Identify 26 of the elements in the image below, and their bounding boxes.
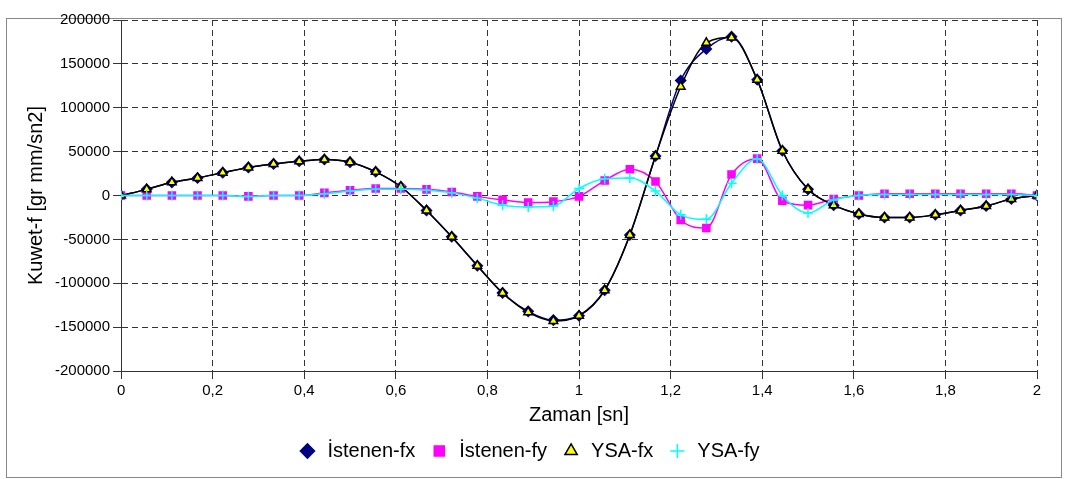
x-tick-label: 0,8 xyxy=(477,381,498,399)
legend-label: YSA-fy xyxy=(697,438,760,461)
y-tick-label: -200000 xyxy=(54,361,111,379)
x-tick-label: 0,2 xyxy=(202,381,224,399)
x-tick-label: 1,6 xyxy=(843,381,865,399)
x-tick-label: 0,4 xyxy=(293,381,315,399)
x-tick-label: 1,2 xyxy=(660,381,682,399)
x-tick-label: 0 xyxy=(116,381,126,399)
legend-label: İstenen-fx xyxy=(327,438,416,461)
y-axis-title: Kuwet-f [gr mm/sn2] xyxy=(23,106,46,285)
x-tick-label: 2 xyxy=(1032,381,1042,399)
y-tick-label: -150000 xyxy=(54,317,111,335)
x-tick-label: 1,8 xyxy=(934,381,956,399)
legend-label: İstenen-fy xyxy=(459,438,548,461)
x-tick-label: 0,6 xyxy=(385,381,407,399)
y-tick-label: -100000 xyxy=(54,273,111,291)
y-tick-label: 100000 xyxy=(59,97,111,115)
y-tick-label: 50000 xyxy=(68,141,111,159)
x-axis-title: Zaman [sn] xyxy=(529,402,630,425)
y-tick-label: -50000 xyxy=(63,229,111,247)
y-tick-label: 200000 xyxy=(59,10,111,28)
x-tick-label: 1 xyxy=(574,381,584,399)
x-tick-label: 1,4 xyxy=(751,381,773,399)
legend-label: YSA-fx xyxy=(591,438,654,461)
y-tick-label: 150000 xyxy=(59,54,111,72)
y-tick-label: 0 xyxy=(101,185,111,203)
